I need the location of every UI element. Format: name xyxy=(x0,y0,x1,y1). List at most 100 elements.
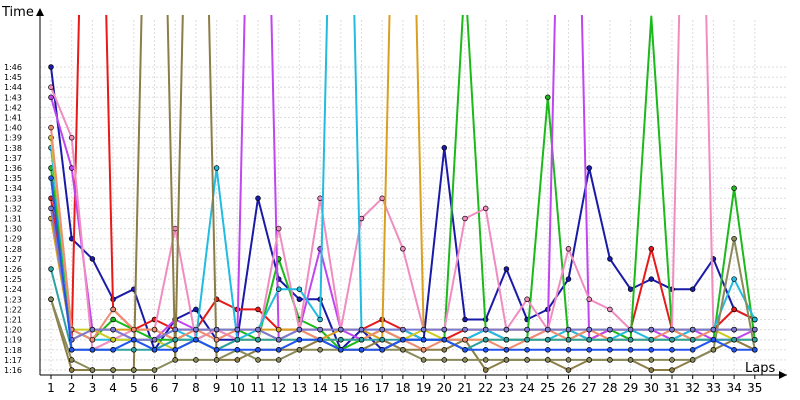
x-tick-label: 27 xyxy=(582,381,597,395)
data-point xyxy=(565,347,572,353)
data-point xyxy=(648,326,655,333)
data-point xyxy=(89,336,96,343)
x-axis-title: Laps xyxy=(745,361,775,376)
data-point xyxy=(275,336,282,343)
data-point xyxy=(586,165,592,171)
data-point xyxy=(503,347,510,353)
data-point xyxy=(151,336,158,343)
data-point xyxy=(172,326,178,333)
data-point xyxy=(731,185,737,191)
data-point xyxy=(255,195,261,202)
y-tick-label: 1:20 xyxy=(4,326,22,335)
y-tick-label: 1:34 xyxy=(4,184,22,193)
data-point xyxy=(607,336,613,343)
data-point xyxy=(669,347,675,353)
data-point xyxy=(68,165,75,171)
data-point xyxy=(68,367,75,373)
data-point xyxy=(358,347,365,353)
data-point xyxy=(275,225,282,232)
data-point xyxy=(545,326,551,333)
x-tick-label: 21 xyxy=(457,381,472,395)
data-point xyxy=(586,357,592,363)
x-tick-label: 25 xyxy=(540,381,555,395)
data-point xyxy=(669,326,675,333)
y-tick-label: 1:36 xyxy=(4,164,22,173)
y-tick-label: 1:23 xyxy=(4,295,22,304)
y-tick-label: 1:26 xyxy=(4,265,22,274)
data-point xyxy=(689,326,696,333)
data-point xyxy=(255,357,261,363)
data-point xyxy=(255,326,261,333)
x-tick-label: 19 xyxy=(416,381,431,395)
data-point xyxy=(627,347,634,353)
data-point xyxy=(627,286,634,292)
data-point xyxy=(110,367,116,373)
data-point xyxy=(48,94,54,101)
data-point xyxy=(441,326,448,333)
data-point xyxy=(234,326,241,333)
data-point xyxy=(689,347,696,353)
data-point xyxy=(462,347,468,353)
x-tick-labels: 1 2 3 4 5 6 7 8 9 10 11 12 13 14 15 16 17 18 19 20 21 22 23 24 2… xyxy=(47,381,762,395)
data-point xyxy=(482,326,489,333)
data-point xyxy=(648,246,655,252)
data-point xyxy=(172,347,178,353)
y-tick-labels: 1:161:171:181:191:201:21 1:221:231:241:25… xyxy=(4,63,22,375)
y-tick-label: 1:46 xyxy=(4,63,22,72)
x-tick-label: 34 xyxy=(726,381,741,395)
data-point xyxy=(669,357,675,363)
data-point xyxy=(338,347,344,353)
data-point xyxy=(607,306,613,313)
data-point xyxy=(358,336,365,343)
data-point xyxy=(731,326,737,333)
data-point xyxy=(213,326,220,333)
data-point xyxy=(669,336,675,343)
data-point xyxy=(48,124,54,131)
data-point xyxy=(172,336,178,343)
y-tick-label: 1:27 xyxy=(4,255,22,264)
data-point xyxy=(731,235,737,242)
x-tick-label: 35 xyxy=(747,381,762,395)
x-tick-label: 13 xyxy=(292,381,307,395)
y-tick-label: 1:33 xyxy=(4,194,22,203)
y-tick-label: 1:30 xyxy=(4,225,22,234)
data-point xyxy=(193,326,199,333)
data-point xyxy=(317,347,323,353)
x-tick-label: 6 xyxy=(151,381,159,395)
data-point xyxy=(420,347,427,353)
data-point xyxy=(110,306,116,313)
data-point xyxy=(607,357,613,363)
x-tick-label: 15 xyxy=(333,381,348,395)
data-point xyxy=(358,326,365,333)
y-tick-label: 1:28 xyxy=(4,245,22,254)
data-point xyxy=(213,357,220,363)
data-point xyxy=(317,336,323,343)
x-tick-label: 9 xyxy=(213,381,221,395)
x-tick-label: 18 xyxy=(395,381,410,395)
data-point xyxy=(482,336,489,343)
axes xyxy=(36,8,787,379)
data-point xyxy=(275,347,282,353)
data-point xyxy=(669,367,675,373)
data-point xyxy=(462,326,468,333)
x-tick-label: 7 xyxy=(171,381,179,395)
x-tick-label: 17 xyxy=(375,381,390,395)
x-tick-label: 28 xyxy=(602,381,617,395)
data-point xyxy=(151,367,158,373)
y-tick-label: 1:37 xyxy=(4,154,22,163)
data-point xyxy=(379,347,385,353)
data-point xyxy=(151,347,158,353)
data-point xyxy=(627,336,634,343)
data-point xyxy=(565,367,572,373)
data-point xyxy=(586,347,592,353)
x-tick-label: 22 xyxy=(478,381,493,395)
data-point xyxy=(317,195,323,202)
data-point xyxy=(48,205,54,212)
data-point xyxy=(275,286,282,292)
y-tick-label: 1:45 xyxy=(4,73,22,82)
data-point xyxy=(89,326,96,333)
data-point xyxy=(400,336,406,343)
data-point xyxy=(731,306,737,313)
x-tick-label: 29 xyxy=(623,381,638,395)
